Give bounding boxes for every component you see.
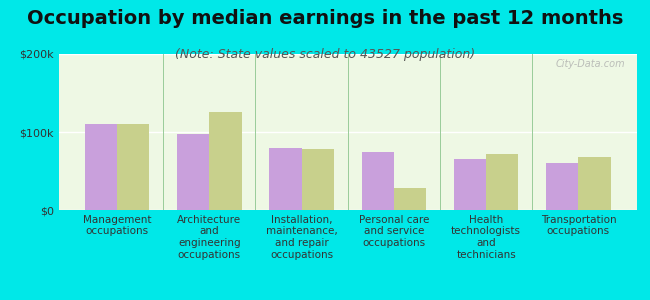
Bar — [578, 157, 611, 210]
Bar — [302, 149, 334, 210]
Bar — [546, 163, 578, 210]
Text: (Note: State values scaled to 43527 population): (Note: State values scaled to 43527 popu… — [175, 48, 475, 61]
Bar — [84, 124, 117, 210]
Bar — [486, 154, 519, 210]
Bar — [269, 148, 302, 210]
Bar — [117, 124, 150, 210]
Text: Occupation by median earnings in the past 12 months: Occupation by median earnings in the pas… — [27, 9, 623, 28]
Bar — [209, 112, 242, 210]
Bar — [361, 152, 394, 210]
Bar — [394, 188, 426, 210]
Bar — [177, 134, 209, 210]
Text: City-Data.com: City-Data.com — [556, 59, 625, 69]
Bar — [454, 159, 486, 210]
